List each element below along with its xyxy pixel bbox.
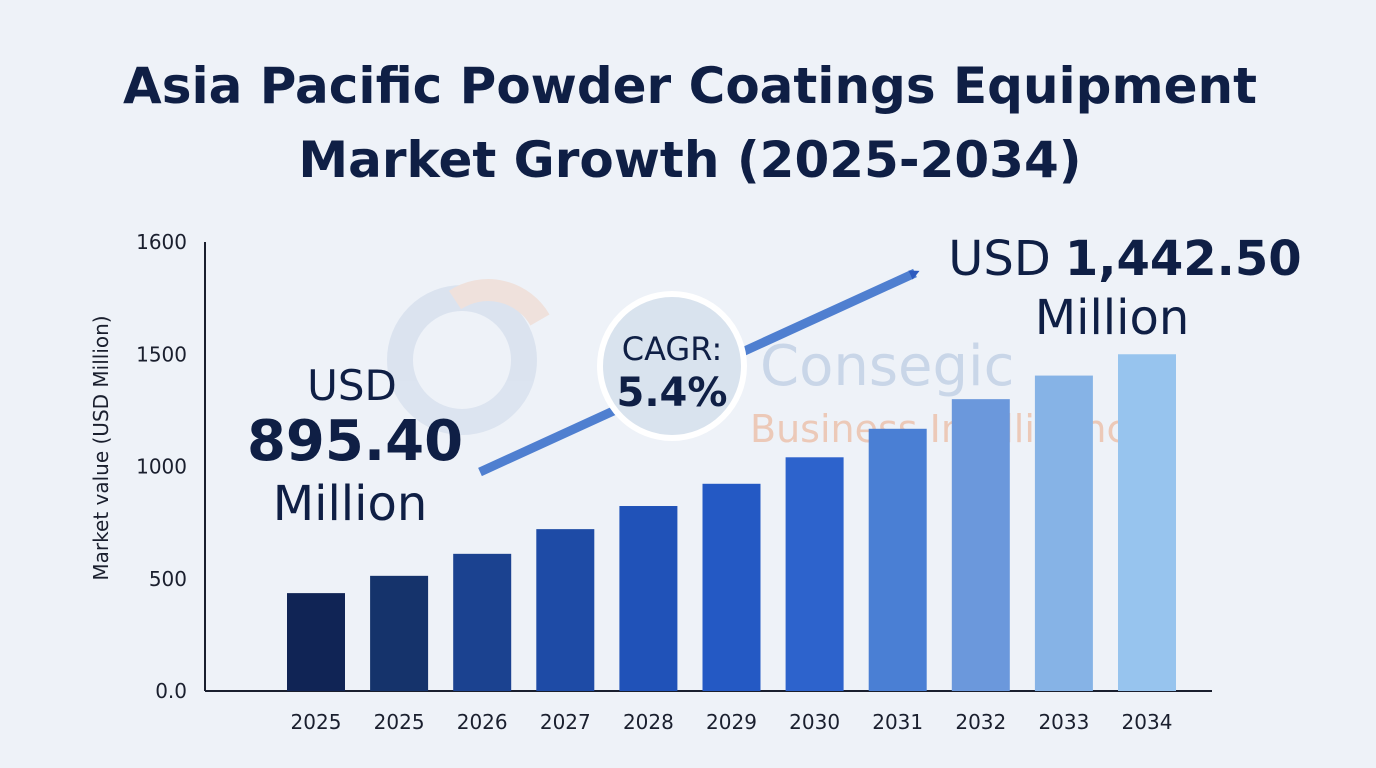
x-tick-label: 2025: [374, 710, 425, 734]
x-tick-label: 2027: [540, 710, 591, 734]
x-tick-label: 2034: [1122, 710, 1173, 734]
x-tick-label: 2025: [291, 710, 342, 734]
y-tick-label: 500: [149, 567, 187, 591]
bar-2033: [1034, 375, 1093, 691]
y-tick-label: 1600: [136, 230, 187, 254]
x-tick-label: 2026: [457, 710, 508, 734]
end-value-unit: Million: [1035, 290, 1190, 346]
cagr-value: 5.4%: [617, 370, 728, 416]
x-tick-label: 2031: [872, 710, 923, 734]
y-axis-label: Market value (USD Million): [89, 315, 113, 580]
y-tick-label: 1500: [136, 342, 187, 366]
bar-2031: [868, 428, 927, 691]
x-tick-label: 2029: [706, 710, 757, 734]
bar-2025: [287, 593, 345, 691]
bar-2032: [951, 399, 1010, 691]
y-tick-label: 0.0: [155, 679, 187, 703]
bar-2026: [453, 553, 512, 691]
end-value: 1,442.50: [1065, 231, 1302, 287]
bar-2025: [370, 575, 429, 691]
chart-title-line-2: Market Growth (2025-2034): [298, 131, 1081, 189]
bar-2029: [702, 483, 761, 691]
start-value-prefix: USD: [307, 361, 397, 410]
start-value: 895.40: [247, 409, 463, 474]
watermark-logo: [387, 279, 550, 435]
end-value-prefix: USD 1,442.50: [948, 231, 1301, 287]
y-tick-label: 1000: [136, 455, 187, 479]
x-tick-label: 2032: [955, 710, 1006, 734]
end-value-prefix-text: USD: [948, 231, 1051, 287]
x-tick-label: 2030: [789, 710, 840, 734]
watermark-brand: Consegic: [760, 334, 1014, 399]
bar-2027: [536, 529, 595, 691]
bar-2034: [1118, 354, 1176, 691]
cagr-label: CAGR:: [622, 330, 723, 368]
bar-2028: [619, 506, 678, 691]
x-tick-label: 2033: [1038, 710, 1089, 734]
start-value-unit: Million: [273, 476, 428, 532]
chart-title-line-1: Asia Pacific Powder Coatings Equipment: [123, 57, 1257, 115]
cagr-badge: [597, 291, 747, 441]
x-tick-label: 2028: [623, 710, 674, 734]
bar-2030: [785, 457, 844, 691]
